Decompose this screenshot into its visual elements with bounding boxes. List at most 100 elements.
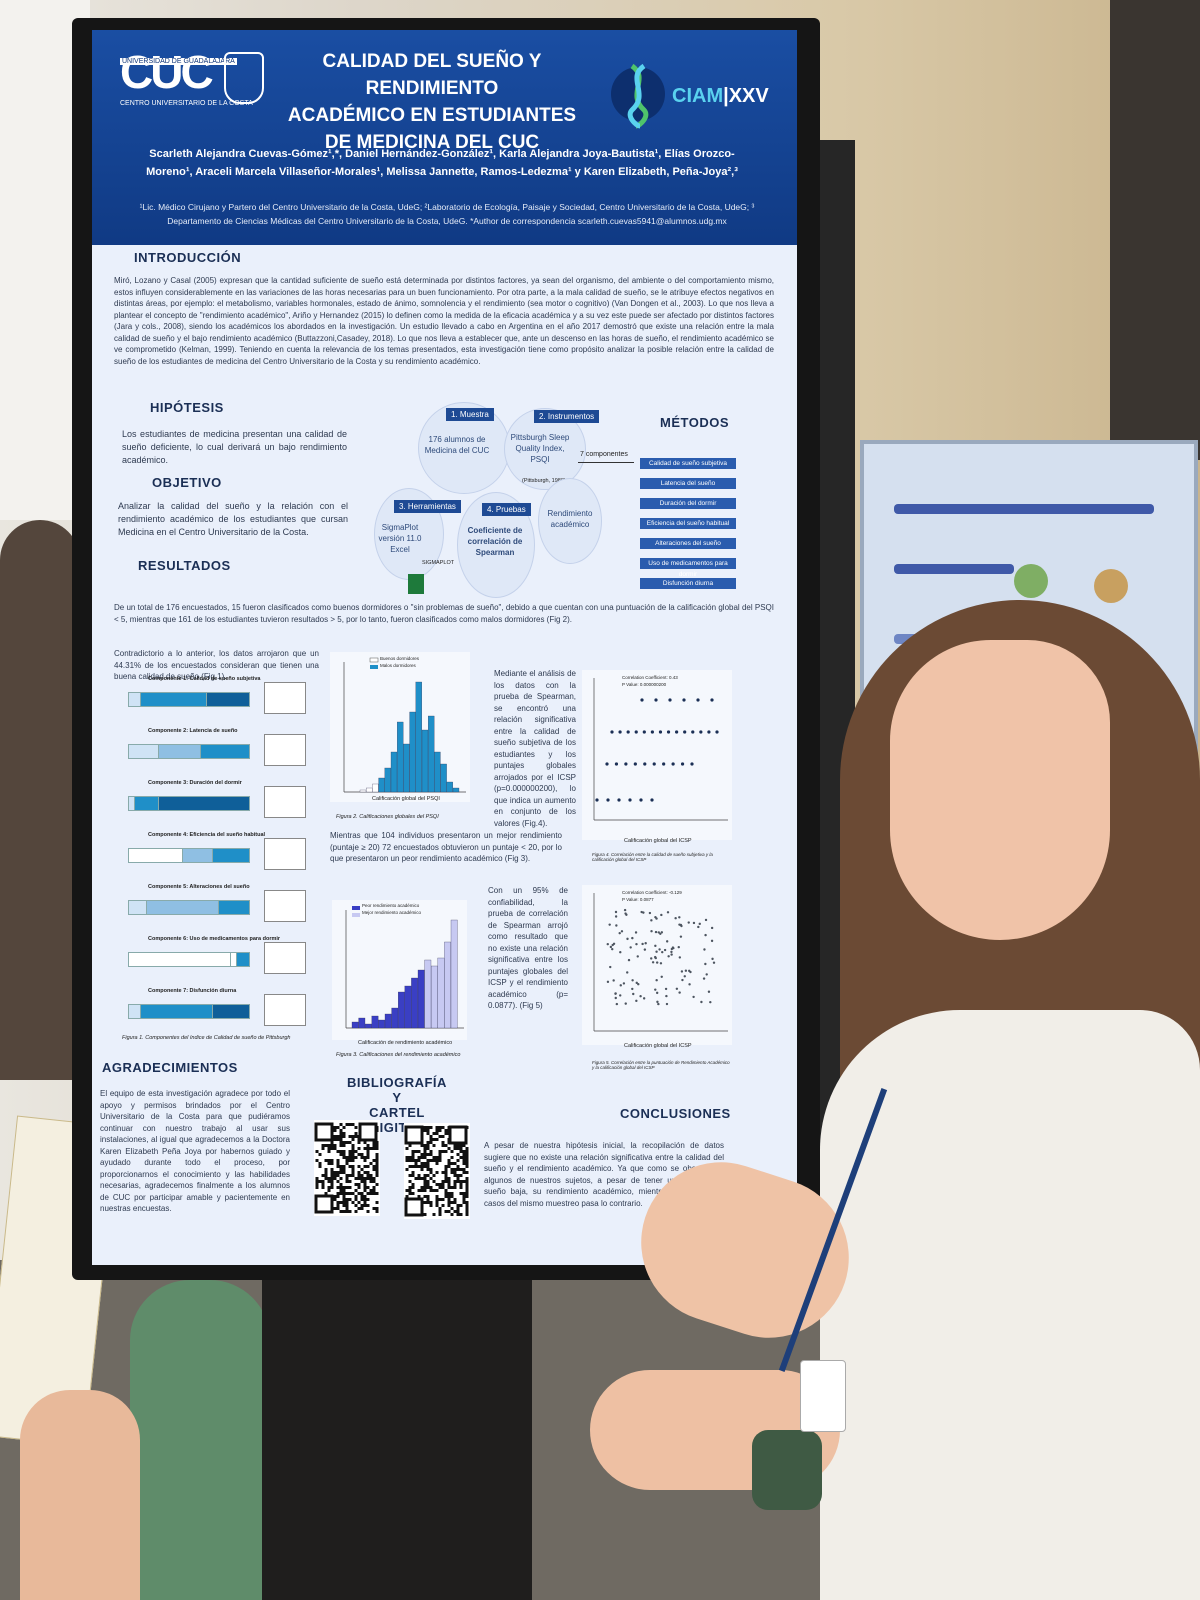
- fig5-point: [612, 979, 615, 982]
- pittsburgh-ref: (Pittsburgh, 1988): [522, 478, 566, 484]
- fig5-point: [709, 1000, 712, 1004]
- title-line-2: ACADÉMICO EN ESTUDIANTES: [287, 105, 577, 126]
- component-bar-segment: [158, 796, 250, 811]
- fig5-point: [697, 925, 700, 929]
- fig5-point: [704, 933, 707, 937]
- muestra-tag: 1. Muestra: [446, 408, 494, 421]
- fig3-caption: Figura 3. Calificaciones del rendimiento…: [336, 1052, 461, 1058]
- poster: CUC UNIVERSIDAD DE GUADALAJARA CENTRO UN…: [92, 30, 797, 1265]
- fig3-bar: [424, 959, 432, 1029]
- fig4-point: [614, 762, 619, 766]
- componentes-label: 7 componentes: [580, 451, 628, 458]
- fig5-point: [615, 924, 618, 927]
- background-doorframe: [1110, 0, 1200, 460]
- conclusiones-text: A pesar de nuestra hipótesis inicial, la…: [484, 1141, 724, 1208]
- component-legend: [264, 838, 306, 870]
- component-title: Componente 7: Disfunción diurna: [148, 988, 237, 994]
- fig5-point: [654, 930, 658, 934]
- fig4-point: [652, 762, 656, 766]
- fig5-point: [670, 953, 673, 956]
- fig5-point: [663, 948, 667, 952]
- fig2-bar: [415, 681, 422, 793]
- fig5-point: [657, 1002, 660, 1006]
- fig3-bar: [378, 1019, 385, 1029]
- fig5-point: [692, 921, 696, 925]
- rendimiento-circle: [538, 478, 602, 564]
- fig5-point: [667, 955, 670, 958]
- cuc-logo: CUC: [120, 46, 214, 98]
- fig5-point: [626, 971, 629, 974]
- fig3-legend-better: Mejor rendimiento académico: [362, 910, 422, 915]
- affiliations: ¹Lic. Médico Cirujano y Partero del Cent…: [132, 200, 762, 228]
- component-bar-segment: [212, 848, 250, 863]
- fig2-caption: Figura 2. Calificaciones globales del PS…: [336, 814, 439, 820]
- excel-icon: [408, 574, 424, 594]
- fig4-point: [710, 698, 714, 702]
- fig2-bar: [366, 787, 373, 793]
- component-bar-segment: [128, 744, 160, 759]
- fig2-legend-bad: Malos dormidores: [380, 663, 416, 668]
- fig4-point: [699, 730, 703, 734]
- figure-3-histogram: [332, 900, 467, 1040]
- fig5-point: [671, 946, 675, 949]
- component-title: Componente 2: Latencia de sueño: [148, 728, 238, 734]
- fig4-point: [671, 762, 675, 766]
- component-bar-segment: [158, 744, 202, 759]
- fig3-bar: [371, 1015, 379, 1029]
- fig4-point: [643, 762, 647, 766]
- fig5-point: [660, 975, 663, 978]
- component-legend: [264, 682, 306, 714]
- component-legend: [264, 890, 306, 922]
- fig5-point: [608, 923, 611, 926]
- fig4-point: [610, 730, 614, 734]
- fig5-point: [703, 948, 706, 951]
- fig5-point: [609, 945, 613, 949]
- fig2-bar: [397, 721, 404, 793]
- herramientas-text: SigmaPlot versión 11.0 Excel: [378, 523, 422, 554]
- fig3-bar: [411, 977, 418, 1029]
- figure-5-scatter: [582, 885, 732, 1045]
- presenter-face: [890, 640, 1110, 940]
- fig5-point: [635, 942, 638, 946]
- fig5-point: [678, 923, 681, 926]
- fig5-point: [665, 940, 669, 943]
- qr-bibliografia-icon[interactable]: [314, 1120, 380, 1216]
- title-line-3: DE MEDICINA DEL CUC: [324, 132, 540, 153]
- fig4-coef: Correlation Coefficient: 0.43: [622, 675, 678, 680]
- component-legend: [264, 994, 306, 1026]
- fig5-xlabel: Calificación global del ICSP: [624, 1043, 692, 1049]
- fig4-point: [650, 730, 654, 734]
- fig5-point: [659, 962, 663, 965]
- fig5-caption: Figura 5. Correlación entre la puntuació…: [592, 1060, 730, 1070]
- component-bar-segment: [134, 796, 160, 811]
- fig4-point: [707, 730, 711, 734]
- fig5-point: [619, 994, 622, 997]
- method-item: Uso de medicamentos para dormir: [640, 558, 736, 578]
- fig4-point: [696, 698, 700, 702]
- fig4-point: [633, 762, 637, 766]
- fig5-point: [635, 999, 638, 1003]
- fig2-xlabel: Calificación global del PSQI: [372, 796, 440, 802]
- fig5-p: P Value: 0.0877: [622, 897, 654, 902]
- fig5-point: [698, 922, 701, 926]
- component-legend: [264, 786, 306, 818]
- fig5-point: [622, 982, 626, 985]
- fig5-point: [704, 962, 707, 966]
- qr-cartel-digital-icon[interactable]: [404, 1123, 470, 1219]
- fig5-point: [710, 926, 714, 930]
- objetivo-text: Analizar la calidad del sueño y la relac…: [118, 501, 348, 537]
- muestra-text: 176 alumnos de Medicina del CUC: [424, 435, 490, 455]
- fig5-point: [665, 1002, 669, 1006]
- fig5-point: [631, 979, 634, 982]
- fig5-point: [657, 931, 660, 934]
- fig5-point: [654, 944, 657, 948]
- fig5-point: [656, 1000, 659, 1004]
- fig5-point: [654, 988, 657, 991]
- fig5-point: [681, 978, 684, 982]
- fig4-point: [639, 798, 643, 802]
- component-bar-segment: [140, 692, 208, 707]
- fig2-bar: [440, 763, 447, 793]
- spearman2-text: Con un 95% de confiabilidad, la prueba d…: [488, 886, 568, 1010]
- resultados-heading: RESULTADOS: [138, 558, 231, 573]
- fig5-point: [660, 931, 664, 934]
